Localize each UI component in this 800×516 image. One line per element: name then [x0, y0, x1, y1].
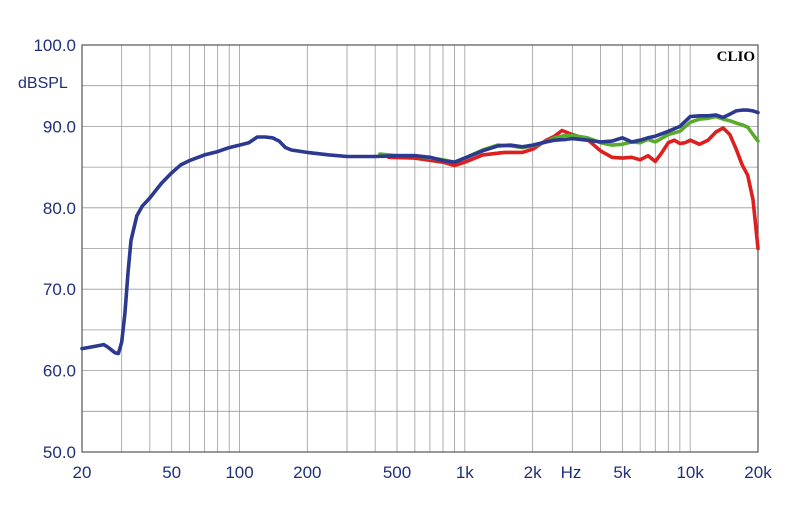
x-tick-label: 20: [73, 463, 92, 482]
x-tick-label: 50: [162, 463, 181, 482]
y-axis-label: dBSPL: [18, 75, 68, 92]
y-tick-label: 80.0: [43, 199, 76, 218]
x-tick-label: 10k: [676, 463, 704, 482]
series-line-1: [387, 126, 760, 251]
grid: [82, 45, 758, 452]
x-tick-label: 500: [383, 463, 411, 482]
x-tick-label: 200: [293, 463, 321, 482]
y-tick-label: 90.0: [43, 117, 76, 136]
series-group: [80, 108, 760, 356]
x-tick-label: 2k: [524, 463, 542, 482]
y-tick-label: 70.0: [43, 280, 76, 299]
y-tick-labels: 100.0 90.0 80.0 70.0 60.0 50.0: [33, 36, 76, 462]
brand-label: CLIO: [717, 49, 755, 65]
x-axis-label: Hz: [561, 463, 582, 482]
y-tick-label: 100.0: [33, 36, 76, 55]
x-tick-label: 100: [225, 463, 253, 482]
x-tick-label: 5k: [613, 463, 631, 482]
x-tick-label: 20k: [744, 463, 772, 482]
y-tick-label: 50.0: [43, 443, 76, 462]
x-tick-labels: 20 50 100 200 500 1k 2k 5k 10k 20k: [73, 463, 773, 482]
x-tick-label: 1k: [456, 463, 474, 482]
brand-label-bg: [704, 46, 757, 65]
series-line-3: [80, 108, 760, 356]
y-tick-label: 60.0: [43, 362, 76, 381]
